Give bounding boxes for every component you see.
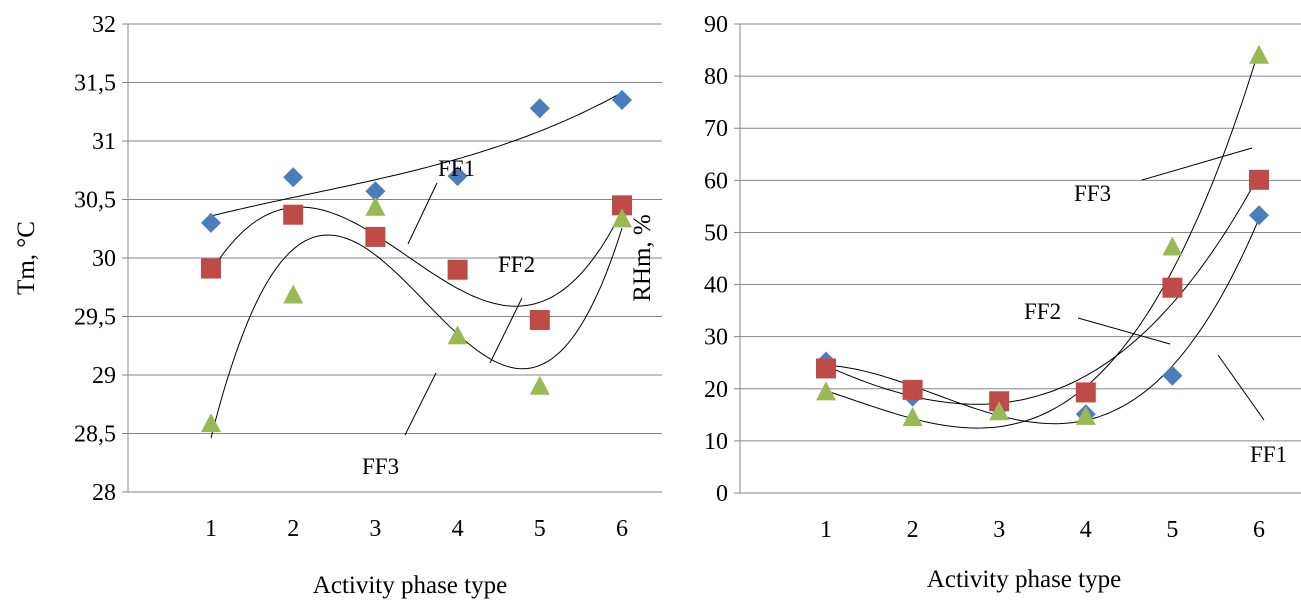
y-tick-label: 60	[704, 168, 728, 194]
temperature-y-tick-labels: 28 28,5 29 29,5 30 30,5 31 31,5 32	[74, 12, 116, 506]
left-annotation-ff3: FF3	[362, 454, 399, 479]
left-annotation-ff1: FF1	[438, 156, 475, 181]
humidity-gridlines	[734, 23, 1301, 494]
temperature-chart: 28 28,5 29 29,5 30 30,5 31 31,5 32 1 2 3 4 5 6 FF1 FF…	[13, 12, 662, 599]
diamond-marker	[365, 181, 386, 202]
y-tick-label: 80	[704, 64, 728, 90]
diamond-marker	[283, 167, 304, 188]
temperature-gridlines	[122, 23, 662, 493]
y-tick-label: 32	[92, 12, 116, 38]
trendline-2	[210, 206, 623, 307]
y-tick-label: 40	[704, 273, 728, 299]
x-tick-label: 6	[1253, 517, 1265, 543]
humidity-trendlines	[825, 49, 1260, 429]
y-tick-label: 0	[716, 481, 728, 507]
triangle-marker	[1075, 405, 1096, 425]
left-ff2-leader	[489, 297, 523, 364]
humidity-y-axis-title: RHm, %	[629, 214, 656, 302]
trendline-3	[210, 227, 623, 439]
y-tick-label: 50	[704, 220, 728, 246]
diamond-marker	[447, 166, 468, 187]
humidity-y-tick-labels: 0 10 20 30 40 50 60 70 80 90	[704, 12, 728, 507]
x-tick-label: 5	[1166, 517, 1178, 543]
diamond-marker	[612, 90, 632, 111]
square-marker	[283, 204, 304, 225]
x-tick-label: 3	[993, 517, 1005, 543]
right-annotation-ff1: FF1	[1250, 442, 1287, 467]
square-marker	[816, 358, 836, 379]
square-marker	[201, 258, 221, 279]
triangle-marker	[529, 375, 550, 395]
left-ff1-leader	[407, 182, 438, 245]
temperature-trendlines	[210, 92, 623, 439]
y-tick-label: 28	[92, 480, 116, 506]
square-marker	[902, 379, 923, 400]
y-tick-label: 70	[704, 116, 728, 142]
left-annotation-ff2: FF2	[498, 252, 535, 277]
trendline-2	[825, 174, 1260, 405]
x-tick-label: 4	[452, 516, 464, 542]
x-tick-label: 3	[369, 516, 381, 542]
diamond-marker	[1249, 205, 1269, 226]
right-annotation-ff2: FF2	[1024, 299, 1061, 324]
y-tick-label: 31,5	[74, 71, 116, 97]
trendline-3	[825, 49, 1260, 429]
trendline-1	[825, 218, 1260, 425]
y-tick-label: 20	[704, 377, 728, 403]
y-tick-label: 28,5	[74, 422, 116, 448]
triangle-marker	[612, 208, 632, 228]
y-tick-label: 30,5	[74, 188, 116, 214]
square-marker	[1162, 277, 1183, 298]
triangle-marker	[447, 325, 468, 345]
right-ff1-leader	[1217, 354, 1265, 421]
x-tick-label: 2	[287, 516, 299, 542]
y-tick-label: 90	[704, 12, 728, 38]
triangle-marker	[201, 413, 221, 433]
triangle-marker	[989, 401, 1010, 421]
right-ff3-leader	[1141, 147, 1253, 181]
x-tick-label: 2	[907, 517, 919, 543]
triangle-marker	[1162, 236, 1183, 256]
triangle-marker	[816, 381, 836, 401]
right-annotation-ff3: FF3	[1074, 181, 1111, 206]
x-tick-label: 1	[205, 516, 217, 542]
humidity-x-axis-title: Activity phase type	[927, 566, 1121, 593]
y-tick-label: 29	[92, 363, 116, 389]
humidity-markers	[816, 44, 1269, 426]
y-tick-label: 30	[704, 325, 728, 351]
humidity-chart: 0 10 20 30 40 50 60 70 80 90 1 2 3 4 5 6 FF3 FF2 FF1 R…	[629, 12, 1301, 593]
right-ff2-leader	[1077, 317, 1171, 345]
diamond-marker	[529, 98, 550, 119]
triangle-marker	[902, 406, 923, 426]
square-marker	[1075, 382, 1096, 403]
diamond-marker	[201, 212, 221, 233]
trendline-1	[210, 92, 623, 217]
square-marker	[612, 195, 632, 216]
triangle-marker	[365, 196, 386, 216]
square-marker	[447, 259, 468, 280]
y-tick-label: 29,5	[74, 305, 116, 331]
square-marker	[1249, 169, 1269, 190]
square-marker	[365, 226, 386, 247]
x-tick-label: 5	[534, 516, 546, 542]
left-ff3-leader	[404, 372, 437, 436]
temperature-x-tick-labels: 1 2 3 4 5 6	[205, 516, 628, 542]
temperature-y-axis-title: Tm, °C	[13, 221, 40, 295]
y-tick-label: 10	[704, 429, 728, 455]
temperature-x-axis-title: Activity phase type	[313, 572, 507, 599]
x-tick-label: 6	[616, 516, 628, 542]
triangle-marker	[283, 284, 304, 304]
square-marker	[529, 310, 550, 331]
y-tick-label: 31	[92, 129, 116, 155]
x-tick-label: 1	[820, 517, 832, 543]
x-tick-label: 4	[1080, 517, 1092, 543]
y-tick-label: 30	[92, 246, 116, 272]
diamond-marker	[1162, 365, 1183, 386]
humidity-x-tick-labels: 1 2 3 4 5 6	[820, 517, 1265, 543]
triangle-marker	[1249, 44, 1269, 64]
temperature-markers	[201, 90, 632, 433]
